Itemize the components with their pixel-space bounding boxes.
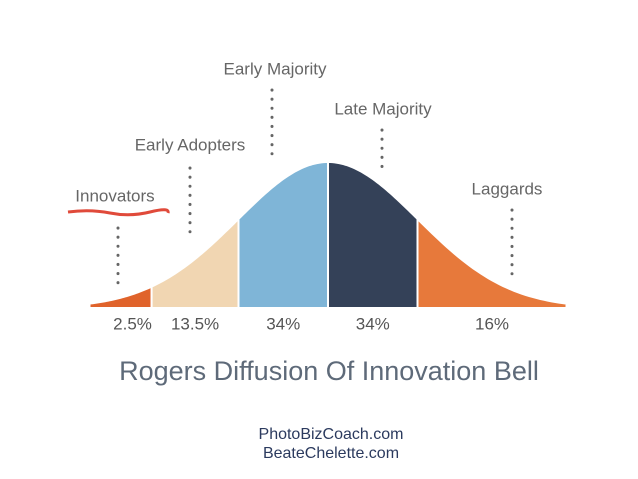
bell-segment: [416, 216, 568, 309]
value-label: 13.5%: [171, 314, 219, 333]
category-label: Early Adopters: [135, 135, 246, 154]
bell-segment: [150, 216, 240, 309]
bell-segment: [88, 285, 153, 309]
value-label: 16%: [475, 314, 509, 333]
bell-segment: [327, 160, 419, 309]
value-label: 34%: [356, 314, 390, 333]
value-label: 2.5%: [113, 314, 152, 333]
value-label: 34%: [266, 314, 300, 333]
credit: BeateChelette.com: [263, 445, 399, 462]
category-label: Laggards: [472, 179, 543, 198]
credit: PhotoBizCoach.com: [259, 426, 404, 443]
bell-segment: [237, 160, 329, 309]
category-label: Innovators: [75, 186, 154, 205]
category-label: Late Majority: [334, 99, 432, 118]
category-label: Early Majority: [224, 59, 327, 78]
chart-title: Rogers Diffusion Of Innovation Bell: [119, 356, 539, 386]
scribble-underline: [67, 208, 170, 217]
